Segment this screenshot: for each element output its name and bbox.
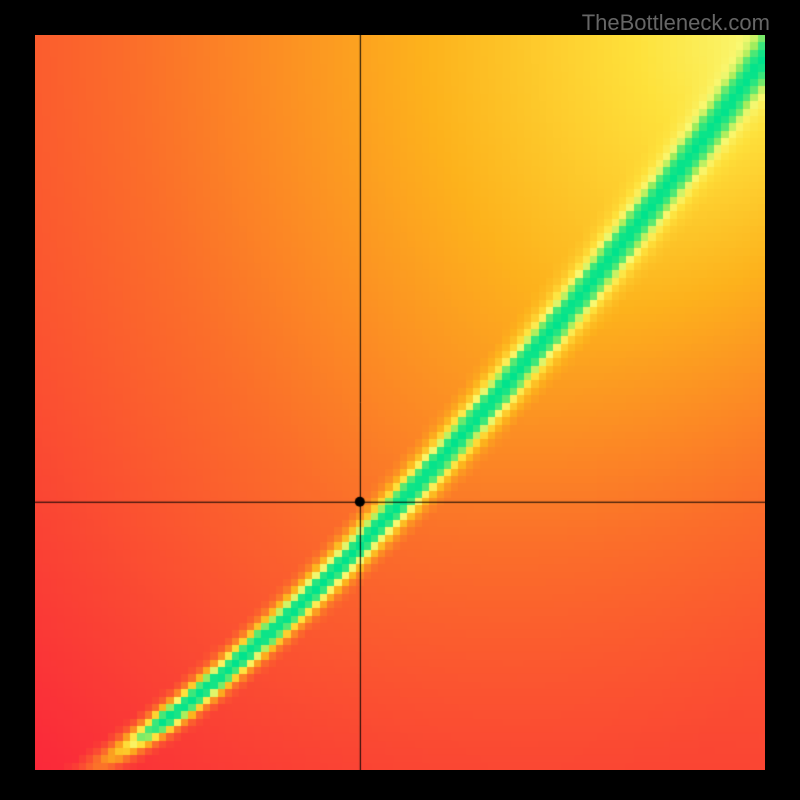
bottleneck-heatmap [35, 35, 765, 770]
chart-container: TheBottleneck.com [0, 0, 800, 800]
watermark-text: TheBottleneck.com [582, 10, 770, 36]
